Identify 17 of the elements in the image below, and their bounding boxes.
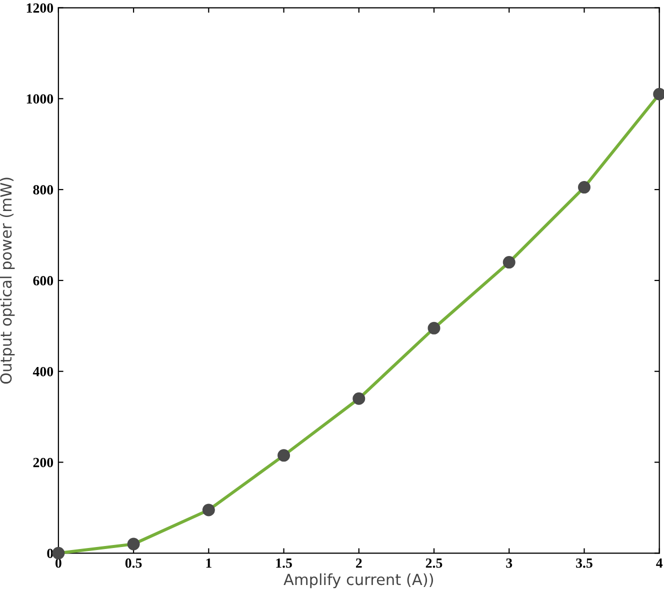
x-tick-label: 2.5 [426, 558, 442, 568]
y-tick-label: 400 [32, 366, 54, 376]
y-tick-label: 800 [33, 185, 54, 195]
x-tick-label: 3.5 [576, 558, 592, 568]
x-axis-title: Amplify current (A)) [284, 573, 433, 588]
x-tick-label: 3 [506, 558, 512, 568]
y-tick-label: 1000 [26, 94, 54, 104]
x-tick-label: 1 [206, 558, 212, 568]
x-tick-label: 1.5 [276, 558, 292, 568]
y-tick-label: 1200 [26, 3, 54, 13]
y-tick-label: 600 [33, 276, 54, 286]
y-axis-title: Output optical power (mW) [0, 178, 15, 384]
x-tick-label: 2 [356, 558, 362, 568]
x-tick-label: 0.5 [125, 558, 142, 568]
y-tick-label: 200 [33, 458, 54, 468]
x-tick-label: 4 [656, 558, 663, 568]
x-tick-label: 0 [55, 558, 62, 568]
